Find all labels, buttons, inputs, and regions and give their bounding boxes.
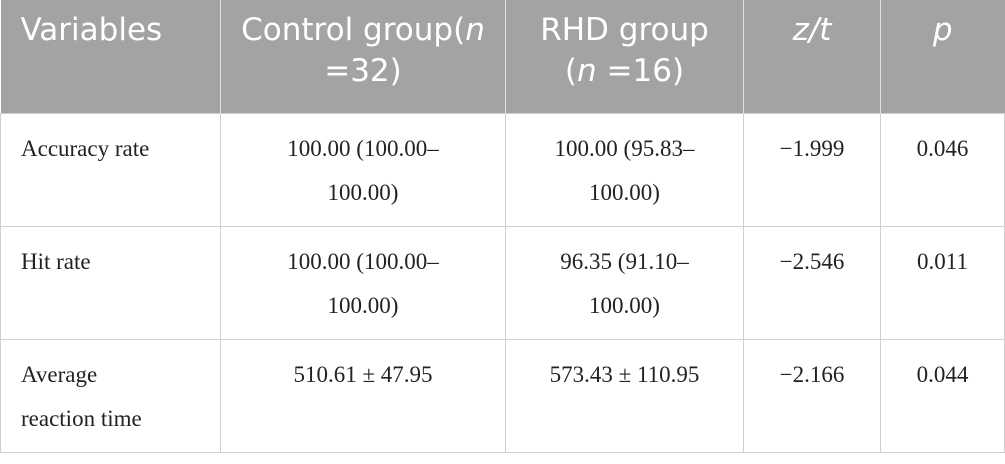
cell-text: 0.044 — [916, 361, 969, 387]
header-text: n — [577, 53, 597, 89]
table-cell: −2.546 — [743, 225, 881, 340]
table-cell: Accuracy rate — [0, 112, 221, 227]
cell-text: reaction time — [21, 405, 142, 431]
cell-text: Average — [21, 361, 98, 387]
header-row: Variables Control group(n =32) RHD group (… — [0, 0, 1005, 113]
header-text: =32) — [324, 53, 402, 89]
table-cell: 100.00 (100.00– 100.00) — [220, 112, 506, 227]
cell-text: −1.999 — [779, 135, 845, 161]
cell-text: 573.43 ± 110.95 — [549, 361, 700, 387]
table-row: Hit rate 100.00 (100.00– 100.00) 96.35 (91.… — [0, 225, 1005, 340]
header-text: Control group( — [241, 12, 466, 48]
header-text: Variables — [20, 12, 163, 48]
cell-text: 100.00 (95.83– — [554, 135, 695, 161]
table-cell: 573.43 ± 110.95 — [505, 338, 744, 453]
cell-text: 0.011 — [917, 248, 968, 274]
cell-text: Hit rate — [21, 248, 91, 274]
table-cell: 0.046 — [880, 112, 1005, 227]
table-body: Accuracy rate 100.00 (100.00– 100.00) 100.0… — [0, 112, 1005, 453]
header-cell: z/t — [743, 0, 881, 113]
header-text: n — [465, 12, 485, 48]
cell-text: 100.00) — [327, 292, 399, 318]
header-cell: Variables — [0, 0, 221, 113]
table-cell: Hit rate — [0, 225, 221, 340]
table-cell: −1.999 — [743, 112, 881, 227]
header-cell: Control group(n =32) — [220, 0, 506, 113]
table-cell: 0.011 — [880, 225, 1005, 340]
table-cell: 100.00 (95.83– 100.00) — [505, 112, 744, 227]
data-table: Variables Control group(n =32) RHD group (… — [0, 0, 1005, 453]
table-cell: 0.044 — [880, 338, 1005, 453]
header-text: RHD group ( — [540, 12, 709, 89]
cell-text: 100.00) — [589, 292, 660, 318]
table-cell: 100.00 (100.00– 100.00) — [220, 225, 506, 340]
header-text: p — [932, 12, 953, 48]
table-cell: Average reaction time — [0, 338, 221, 453]
header-cell: p — [880, 0, 1005, 113]
header-text: =16) — [596, 53, 685, 89]
header-text: z/t — [792, 12, 832, 48]
cell-text: 100.00) — [327, 179, 399, 205]
cell-text: −2.166 — [779, 361, 845, 387]
cell-text: 0.046 — [916, 135, 969, 161]
cell-text: 510.61 ± 47.95 — [293, 361, 433, 387]
cell-text: Accuracy rate — [21, 135, 150, 161]
table-row: Accuracy rate 100.00 (100.00– 100.00) 100.0… — [0, 112, 1005, 227]
table-cell: 510.61 ± 47.95 — [220, 338, 506, 453]
header-cell: RHD group (n =16) — [505, 0, 744, 113]
cell-text: 100.00 (100.00– — [287, 248, 439, 274]
cell-text: 100.00) — [589, 179, 660, 205]
cell-text: 96.35 (91.10– — [560, 248, 689, 274]
cell-text: 100.00 (100.00– — [287, 135, 439, 161]
table-row: Average reaction time 510.61 ± 47.95 573.43… — [0, 338, 1005, 453]
table-cell: 96.35 (91.10– 100.00) — [505, 225, 744, 340]
cell-text: −2.546 — [779, 248, 845, 274]
table-cell: −2.166 — [743, 338, 881, 453]
